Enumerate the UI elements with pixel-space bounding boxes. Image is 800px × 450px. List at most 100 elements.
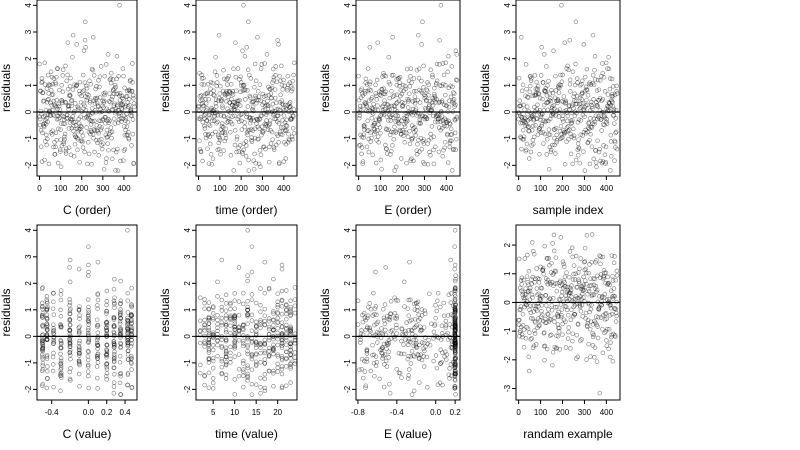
- data-point: [51, 335, 56, 340]
- data-point: [196, 116, 202, 121]
- data-point: [67, 93, 72, 99]
- data-point: [363, 80, 368, 85]
- data-point: [382, 106, 388, 112]
- data-point: [599, 73, 604, 79]
- data-point: [439, 323, 445, 329]
- data-point: [392, 104, 398, 109]
- x-tick-label: -0.4: [45, 408, 59, 417]
- data-point: [278, 125, 284, 130]
- data-point: [288, 104, 293, 109]
- data-point: [590, 343, 596, 348]
- data-point: [125, 119, 131, 125]
- data-point: [400, 128, 405, 133]
- data-point: [125, 94, 130, 99]
- data-point: [211, 92, 216, 98]
- data-point: [417, 149, 422, 154]
- data-point: [111, 317, 117, 322]
- data-point: [289, 134, 295, 140]
- data-point: [201, 75, 206, 81]
- data-point: [59, 121, 64, 126]
- data-point: [256, 97, 261, 103]
- data-point: [92, 101, 98, 106]
- data-point: [95, 356, 101, 361]
- data-point: [198, 115, 203, 120]
- data-point: [52, 103, 58, 109]
- data-point: [118, 373, 123, 379]
- data-point: [267, 144, 272, 150]
- data-point: [104, 325, 109, 331]
- data-point: [258, 303, 263, 308]
- data-point: [96, 78, 101, 83]
- data-point: [118, 309, 123, 315]
- data-point: [220, 105, 225, 111]
- data-point: [200, 103, 206, 109]
- data-point: [210, 355, 216, 361]
- data-point: [592, 54, 598, 59]
- data-point: [212, 118, 217, 124]
- data-point: [534, 79, 539, 85]
- data-point: [95, 342, 101, 348]
- data-point: [254, 100, 259, 106]
- data-point: [287, 105, 292, 110]
- data-point: [125, 325, 130, 330]
- data-point: [222, 138, 228, 144]
- data-point: [85, 362, 91, 368]
- data-point: [129, 302, 134, 307]
- data-point: [110, 156, 115, 162]
- data-point: [67, 257, 73, 263]
- data-point: [211, 114, 217, 119]
- data-point: [53, 104, 59, 110]
- data-point: [77, 316, 82, 321]
- data-point: [112, 342, 117, 348]
- data-point: [230, 89, 236, 94]
- data-point: [525, 94, 530, 100]
- data-point: [243, 154, 249, 159]
- data-point: [124, 88, 130, 94]
- data-point: [585, 129, 590, 135]
- data-point: [261, 144, 266, 150]
- data-point: [559, 293, 564, 299]
- data-point: [528, 285, 533, 291]
- data-point: [225, 119, 231, 124]
- data-point: [589, 99, 594, 105]
- data-point: [573, 157, 579, 163]
- y-tick-label: 3: [24, 254, 33, 259]
- data-point: [236, 312, 242, 318]
- data-point: [67, 350, 72, 355]
- data-point: [547, 91, 552, 96]
- data-point: [427, 98, 433, 104]
- data-point: [421, 364, 427, 369]
- data-point: [40, 366, 46, 372]
- data-point: [118, 100, 124, 106]
- data-point: [359, 151, 364, 157]
- data-point: [372, 127, 377, 132]
- data-point: [533, 123, 538, 128]
- data-point: [125, 382, 130, 388]
- data-point: [202, 123, 207, 129]
- data-point: [429, 108, 434, 114]
- data-point: [219, 121, 225, 126]
- data-point: [111, 365, 117, 371]
- data-point: [104, 106, 109, 112]
- data-point: [539, 45, 544, 50]
- data-point: [586, 120, 592, 125]
- data-point: [227, 100, 232, 106]
- data-point: [248, 118, 254, 123]
- data-point: [360, 93, 366, 98]
- data-point: [232, 392, 237, 397]
- data-point: [248, 127, 254, 132]
- data-point: [225, 76, 230, 81]
- data-point: [98, 118, 103, 124]
- data-point: [113, 85, 118, 90]
- data-point: [554, 98, 559, 104]
- data-point: [612, 139, 618, 145]
- data-point: [278, 131, 284, 137]
- data-point: [95, 303, 100, 308]
- data-point: [418, 120, 423, 126]
- data-point: [67, 331, 72, 337]
- x-axis-title: time (order): [215, 203, 277, 217]
- data-point: [87, 118, 92, 123]
- data-point: [40, 323, 45, 328]
- data-point: [366, 149, 372, 155]
- data-point: [599, 128, 604, 133]
